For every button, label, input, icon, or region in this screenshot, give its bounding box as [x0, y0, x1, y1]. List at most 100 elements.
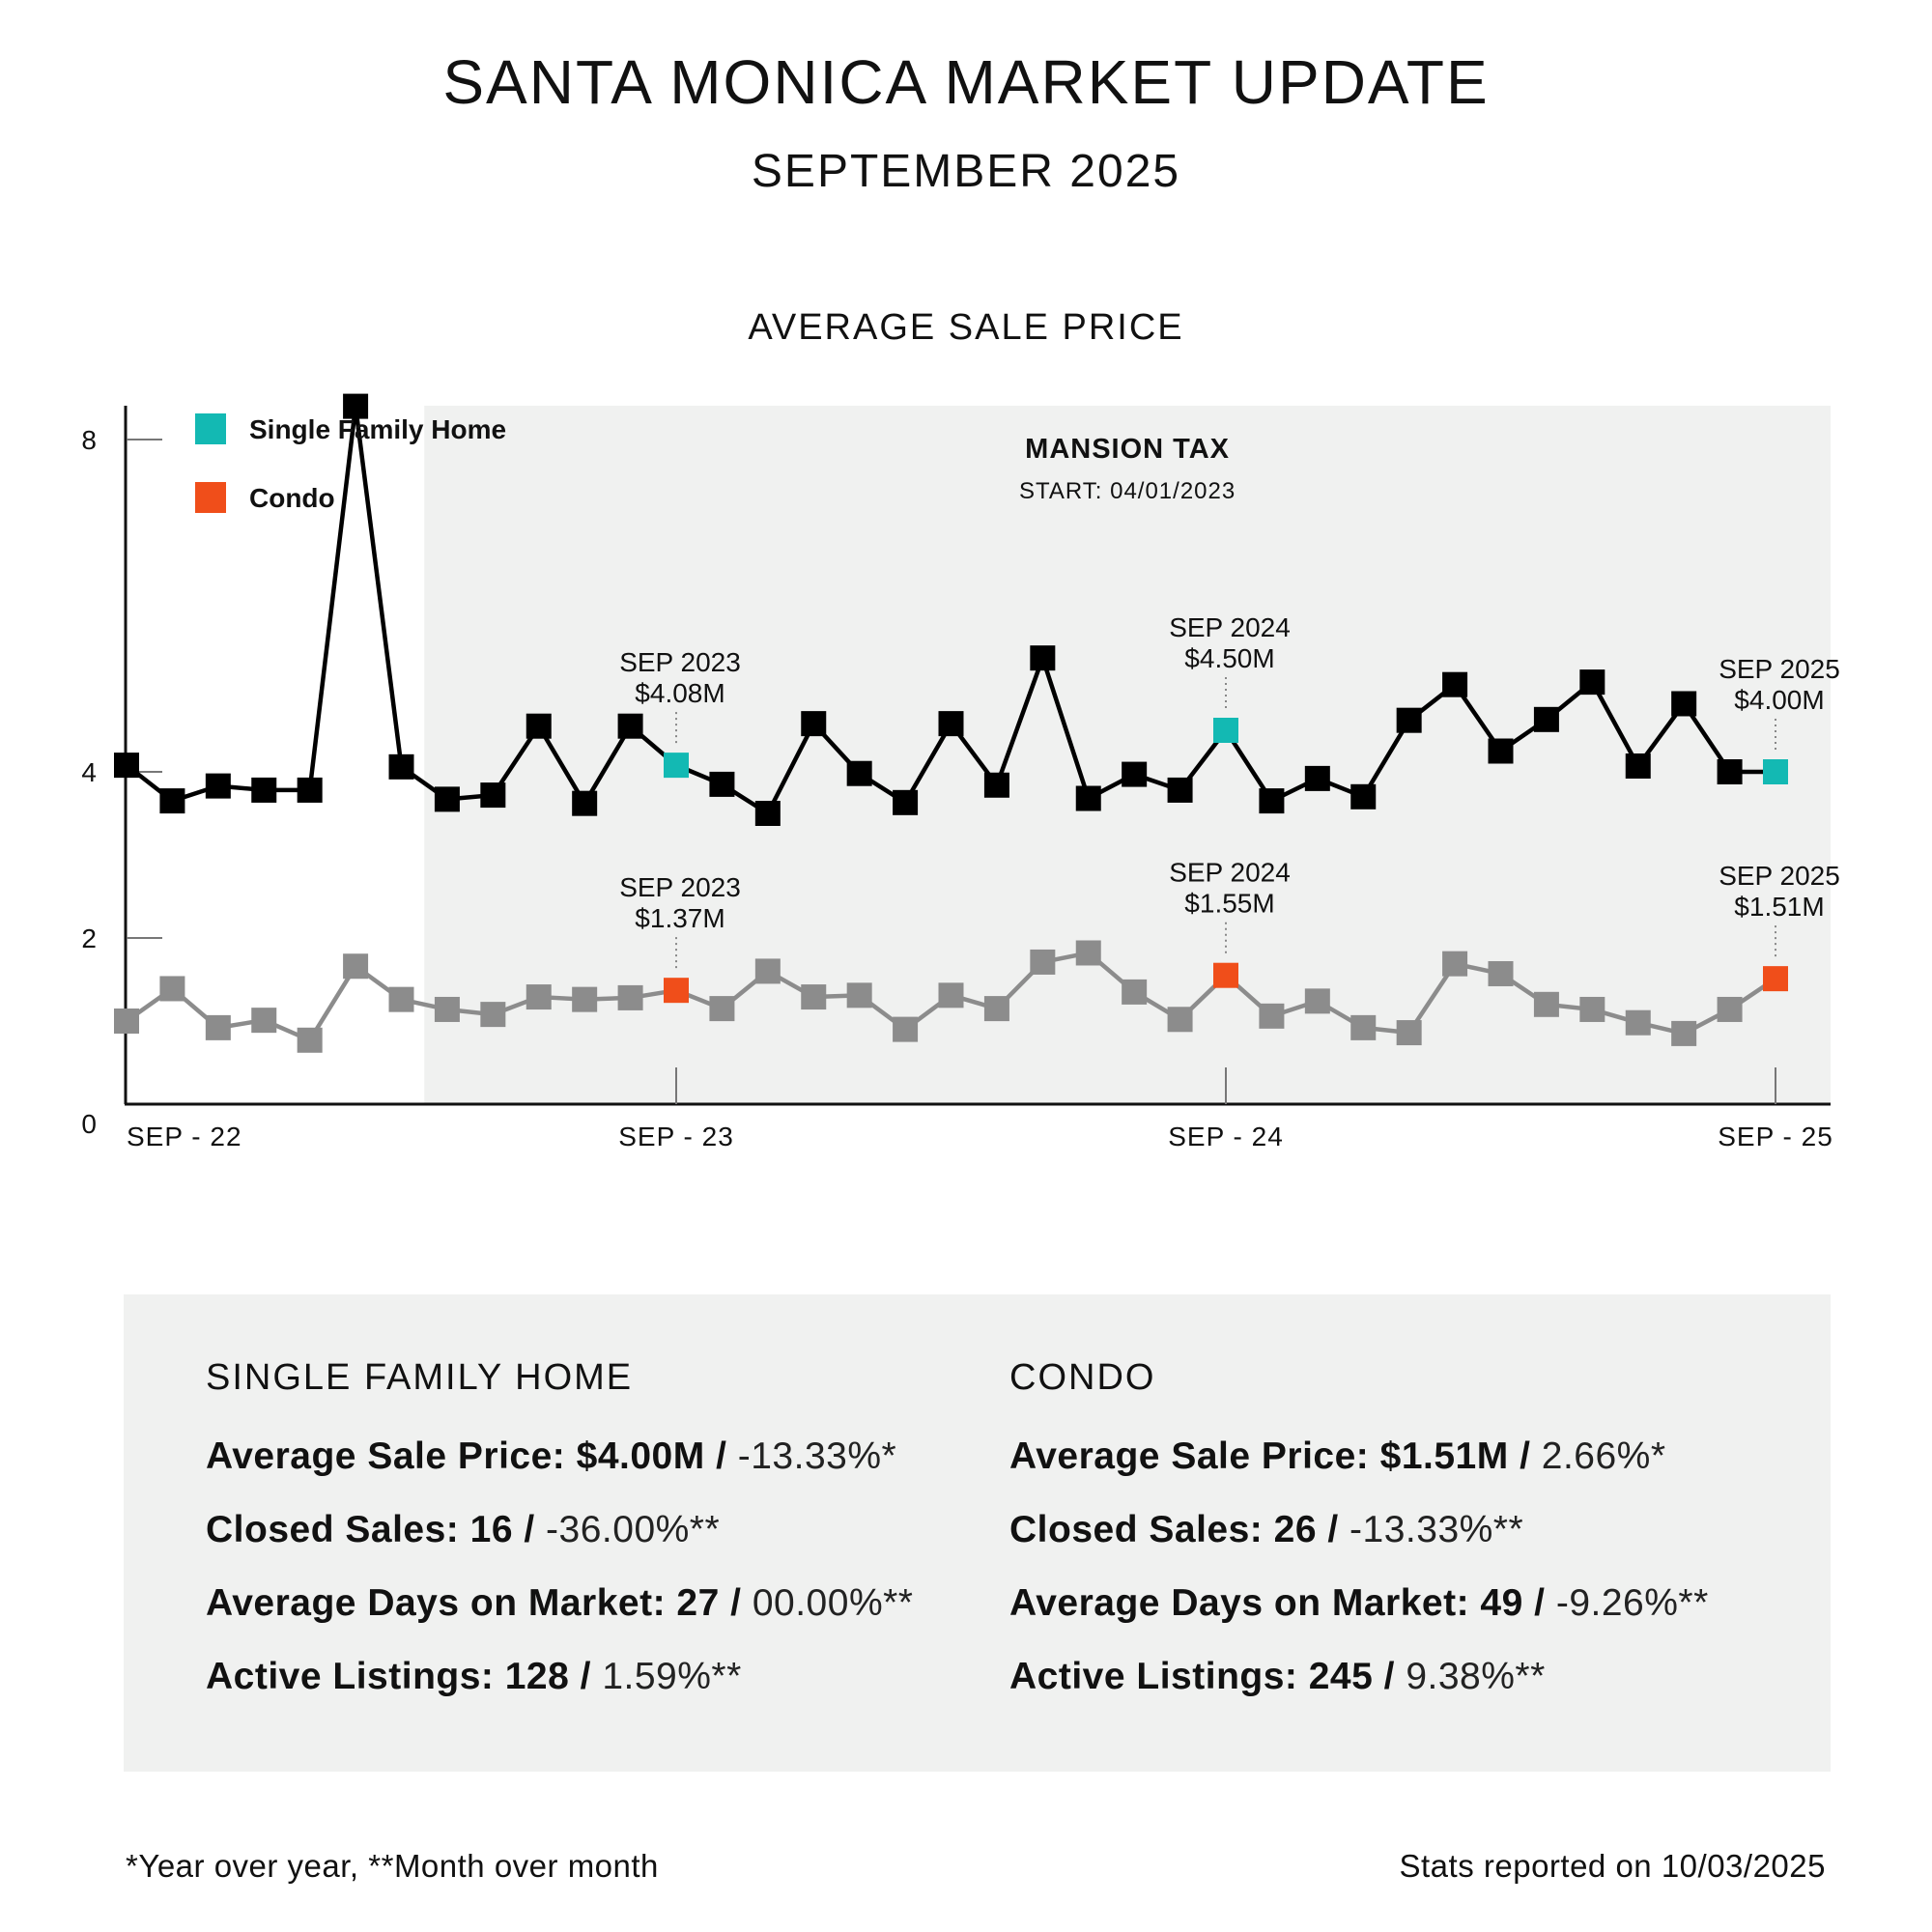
stat-label: Active Listings: — [206, 1656, 495, 1697]
condo-point — [297, 1027, 323, 1053]
single-family-point — [1396, 707, 1422, 733]
single-family-point — [572, 790, 598, 816]
stat-separator: / — [524, 1509, 535, 1550]
condo-point — [617, 984, 643, 1010]
stat-separator: / — [730, 1582, 742, 1624]
annotation-value: $4.00M — [1734, 685, 1824, 715]
single-family-point — [1213, 718, 1238, 743]
single-family-point — [1442, 671, 1468, 697]
condo-point — [1763, 966, 1788, 992]
condo-point — [983, 996, 1009, 1022]
condo-point — [801, 984, 827, 1010]
annotation-value: $4.50M — [1184, 643, 1274, 673]
x-tick-label: SEP - 25 — [1718, 1122, 1833, 1151]
stat-label: Average Sale Price: — [206, 1435, 566, 1477]
stat-row: Average Sale Price: $1.51M / 2.66%* — [1009, 1435, 1709, 1480]
condo-point — [846, 982, 872, 1009]
annotation-date: SEP 2023 — [619, 872, 741, 902]
stat-change: 9.38%** — [1406, 1656, 1546, 1697]
stat-label: Active Listings: — [1009, 1656, 1298, 1697]
single-family-point — [388, 753, 414, 780]
y-tick-label: 2 — [81, 923, 97, 953]
legend-swatch — [195, 482, 226, 513]
condo-point — [1533, 991, 1559, 1017]
single-family-point — [1625, 753, 1651, 779]
single-family-point — [1488, 738, 1514, 764]
condo-point — [664, 978, 689, 1004]
condo-heading: CONDO — [1009, 1357, 1156, 1398]
single-family-point — [617, 713, 643, 739]
condo-point — [388, 986, 414, 1012]
stat-row: Average Days on Market: 27 / 00.00%** — [206, 1582, 913, 1627]
single-family-point — [480, 782, 506, 809]
stat-change: 2.66%* — [1541, 1435, 1666, 1477]
condo-point — [1350, 1014, 1377, 1040]
condo-point — [1304, 988, 1330, 1014]
condo-point — [1625, 1009, 1651, 1036]
single-family-point — [754, 801, 781, 826]
stat-value: $1.51M — [1379, 1435, 1509, 1477]
page-subtitle: SEPTEMBER 2025 — [751, 146, 1181, 197]
condo-stats: CONDO Average Sale Price: $1.51M / 2.66%… — [1009, 1357, 1709, 1729]
annotation-value: $4.08M — [635, 678, 724, 708]
condo-point — [526, 984, 552, 1010]
stat-value: 128 — [504, 1656, 570, 1697]
condo-point — [1259, 1003, 1285, 1029]
stat-change: -36.00%** — [546, 1509, 721, 1550]
stats-panel: SINGLE FAMILY HOME Average Sale Price: $… — [124, 1294, 1831, 1772]
legend-swatch — [195, 413, 226, 444]
single-family-point — [709, 771, 735, 797]
stat-separator: / — [716, 1435, 727, 1477]
stat-row: Closed Sales: 16 / -36.00%** — [206, 1509, 913, 1553]
single-family-point — [1167, 777, 1193, 803]
single-family-point — [251, 777, 277, 803]
single-family-point — [526, 713, 552, 739]
single-family-point — [1350, 783, 1377, 810]
condo-point — [434, 996, 460, 1022]
condo-point — [754, 958, 781, 984]
page-title: SANTA MONICA MARKET UPDATE — [442, 47, 1490, 117]
legend-label: Single Family Home — [249, 414, 506, 444]
condo-point — [1213, 962, 1238, 988]
stat-row: Average Sale Price: $4.00M / -13.33%* — [206, 1435, 913, 1480]
condo-point — [343, 953, 369, 980]
stat-label: Closed Sales: — [206, 1509, 460, 1550]
stat-label: Closed Sales: — [1009, 1509, 1264, 1550]
annotation-date: SEP 2024 — [1169, 858, 1291, 888]
condo-point — [1671, 1020, 1697, 1046]
stat-value: 245 — [1308, 1656, 1374, 1697]
single-family-point — [114, 753, 139, 779]
stat-label: Average Days on Market: — [1009, 1582, 1470, 1624]
stat-label: Average Days on Market: — [206, 1582, 667, 1624]
annotation-value: $1.51M — [1734, 892, 1824, 922]
single-family-heading: SINGLE FAMILY HOME — [206, 1357, 634, 1398]
single-family-point — [1579, 669, 1605, 696]
single-family-point — [1671, 691, 1697, 717]
annotation-date: SEP 2025 — [1719, 654, 1840, 684]
annotation-date: SEP 2024 — [1169, 612, 1291, 642]
annotation-date: SEP 2025 — [1719, 861, 1840, 891]
stat-change: -13.33%* — [737, 1435, 897, 1477]
single-family-point — [846, 760, 872, 786]
condo-point — [205, 1014, 231, 1040]
single-family-point — [664, 753, 689, 779]
stat-value: 49 — [1480, 1582, 1523, 1624]
single-family-point — [1763, 759, 1788, 784]
single-family-point — [1030, 645, 1056, 671]
legend-label: Condo — [249, 483, 335, 513]
condo-point — [114, 1009, 139, 1034]
single-family-point — [434, 786, 460, 812]
condo-point — [1167, 1007, 1193, 1033]
single-family-stats: SINGLE FAMILY HOME Average Sale Price: $… — [206, 1357, 913, 1729]
single-family-point — [1717, 759, 1743, 784]
stat-value: 26 — [1273, 1509, 1318, 1550]
footnote: *Year over year, **Month over month — [126, 1848, 659, 1884]
annotation-date: SEP 2023 — [619, 647, 741, 677]
stat-value: $4.00M — [576, 1435, 705, 1477]
single-family-point — [893, 789, 919, 815]
condo-point — [1488, 960, 1514, 986]
stat-value: 16 — [469, 1509, 514, 1550]
condo-point — [709, 996, 735, 1022]
single-family-point — [1304, 765, 1330, 791]
